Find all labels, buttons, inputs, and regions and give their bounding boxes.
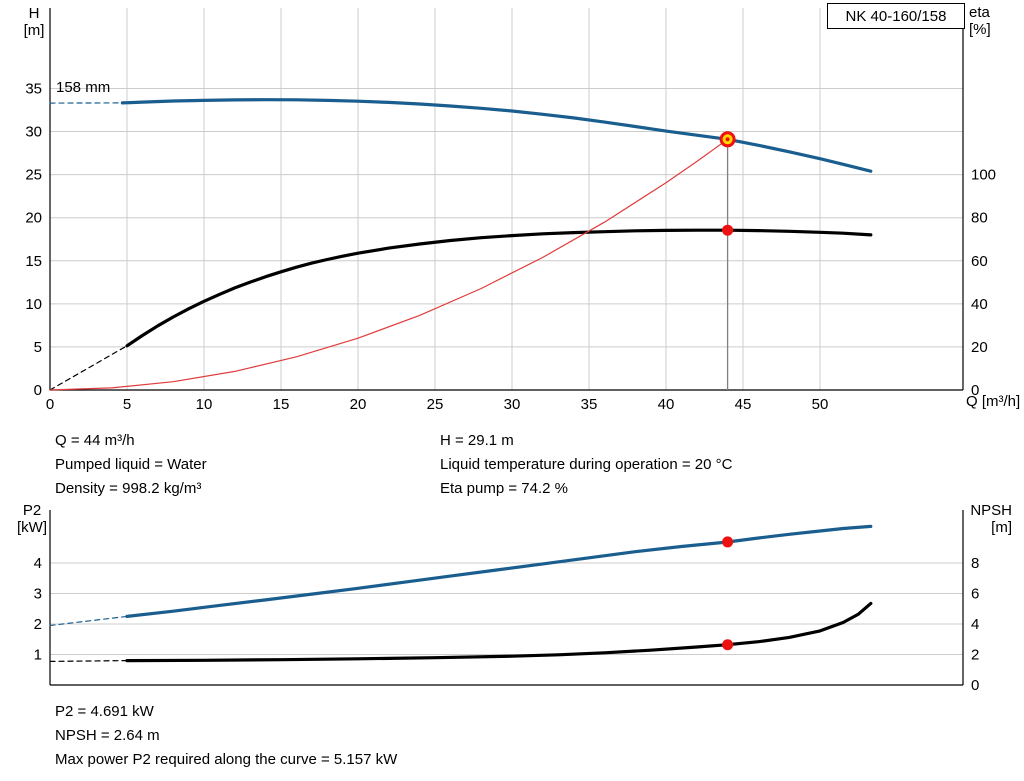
info-flow: Q = 44 m³/h xyxy=(55,432,135,449)
pump-type-label: NK 40-160/158 xyxy=(845,7,947,25)
left-tick-label: 0 xyxy=(34,382,42,399)
info-density: Density = 998.2 kg/m³ xyxy=(55,480,202,497)
duty-point-marker[interactable] xyxy=(725,137,730,142)
info-pumped-liquid: Pumped liquid = Water xyxy=(55,456,207,473)
right-tick-label: 8 xyxy=(971,555,979,572)
left-tick-label: 30 xyxy=(25,124,42,141)
left-tick-label: 10 xyxy=(25,296,42,313)
left-tick-label: 1 xyxy=(34,647,42,664)
x-tick-label: 45 xyxy=(735,396,752,413)
info-eta-pump: Eta pump = 74.2 % xyxy=(440,480,568,497)
right-tick-label: 2 xyxy=(971,647,979,664)
impeller-diameter-label: 158 mm xyxy=(56,79,111,96)
npsh-axis-unit: [m] xyxy=(991,519,1012,536)
x-tick-label: 40 xyxy=(658,396,675,413)
h-axis-unit: [m] xyxy=(23,22,45,39)
left-tick-label: 35 xyxy=(25,80,42,97)
info-head: H = 29.1 m xyxy=(440,432,514,449)
q-axis-label: Q [m³/h] xyxy=(966,393,1021,410)
right-tick-label: 20 xyxy=(971,339,988,356)
x-tick-label: 0 xyxy=(46,396,54,413)
x-tick-label: 10 xyxy=(196,396,213,413)
x-tick-label: 20 xyxy=(350,396,367,413)
power-info: P2 = 4.691 kW NPSH = 2.64 m Max power P2… xyxy=(55,700,397,772)
x-tick-label: 25 xyxy=(427,396,444,413)
x-tick-label: 35 xyxy=(581,396,598,413)
npsh-curve-dashed xyxy=(49,660,128,662)
eta-curve xyxy=(125,228,873,348)
left-tick-label: 2 xyxy=(34,616,42,633)
x-tick-label: 50 xyxy=(812,396,829,413)
eta-axis-unit: [%] xyxy=(969,21,991,38)
eta-curve-dashed xyxy=(49,345,128,391)
right-tick-label: 40 xyxy=(971,296,988,313)
right-tick-label: 6 xyxy=(971,586,979,603)
eta-axis-label: eta xyxy=(969,4,990,21)
duty-point-marker[interactable] xyxy=(722,536,734,548)
p2-curve xyxy=(125,524,873,618)
head-curve xyxy=(120,98,873,173)
top-right-axis-title: eta [%] xyxy=(969,4,1019,38)
right-tick-label: 0 xyxy=(971,382,979,399)
info-liquid-temperature: Liquid temperature during operation = 20… xyxy=(440,456,733,473)
p2-axis-unit: [kW] xyxy=(17,519,47,536)
left-tick-label: 20 xyxy=(25,210,42,227)
left-tick-label: 15 xyxy=(25,253,42,270)
right-tick-label: 0 xyxy=(971,677,979,694)
right-tick-label: 80 xyxy=(971,210,988,227)
system-parabola xyxy=(49,138,729,391)
h-axis-label: H xyxy=(28,5,40,22)
info-npsh: NPSH = 2.64 m xyxy=(55,727,160,744)
bottom-left-axis-title: P2 [kW] xyxy=(12,502,52,536)
npsh-axis-label: NPSH xyxy=(970,502,1012,519)
left-tick-label: 5 xyxy=(34,339,42,356)
duty-point-marker[interactable] xyxy=(722,639,734,651)
npsh-curve xyxy=(125,601,873,663)
right-tick-label: 100 xyxy=(971,167,996,184)
duty-info-left: Q = 44 m³/h Pumped liquid = Water Densit… xyxy=(55,429,207,501)
x-tick-label: 30 xyxy=(504,396,521,413)
info-max-power: Max power P2 required along the curve = … xyxy=(55,751,398,768)
p2-curve-dashed xyxy=(49,615,128,627)
x-tick-label: 15 xyxy=(273,396,290,413)
x-tick-label: 5 xyxy=(123,396,131,413)
right-tick-label: 60 xyxy=(971,253,988,270)
pump-type-box: NK 40-160/158 xyxy=(827,3,965,29)
duty-info-right: H = 29.1 m Liquid temperature during ope… xyxy=(440,429,732,501)
bottom-right-axis-title: NPSH [m] xyxy=(964,502,1012,536)
top-left-axis-title: H [m] xyxy=(16,5,52,39)
left-tick-label: 3 xyxy=(34,586,42,603)
info-p2: P2 = 4.691 kW xyxy=(55,703,154,720)
left-tick-label: 25 xyxy=(25,167,42,184)
right-tick-label: 4 xyxy=(971,616,979,633)
p2-axis-label: P2 xyxy=(22,502,42,519)
duty-point-marker[interactable] xyxy=(722,224,734,236)
left-tick-label: 4 xyxy=(34,555,42,572)
